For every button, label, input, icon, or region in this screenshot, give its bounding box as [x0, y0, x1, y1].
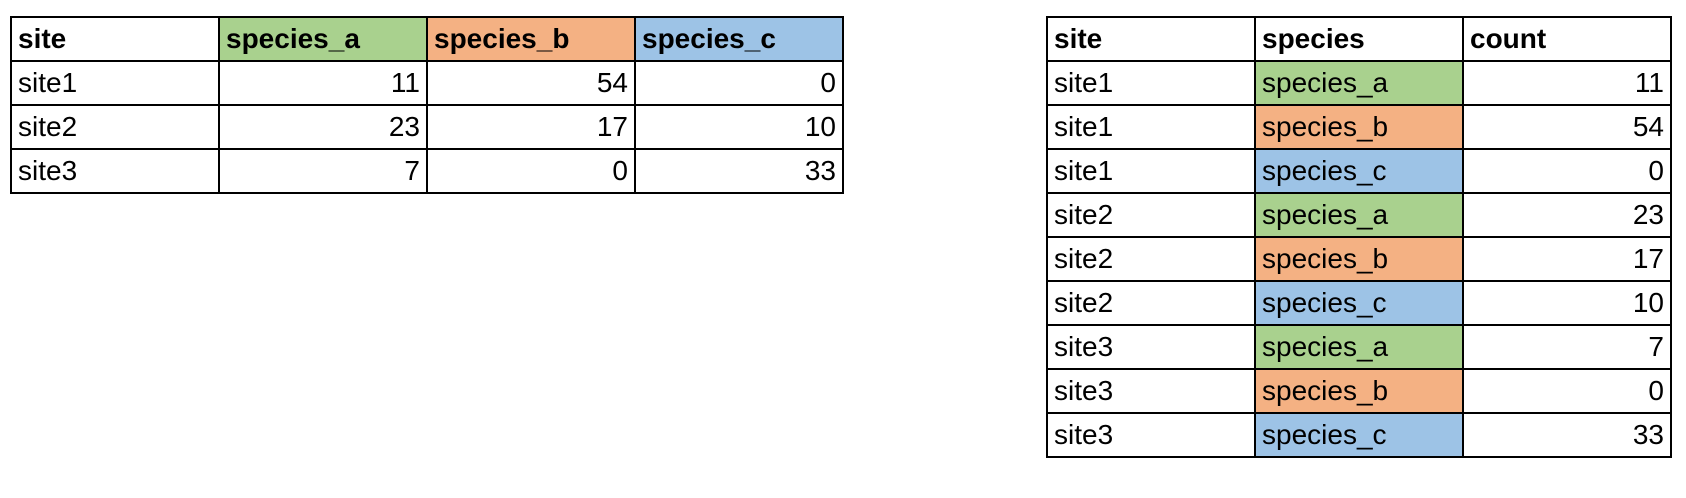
long-cell-site: site2 — [1046, 236, 1256, 282]
wide-cell-value: 17 — [426, 104, 636, 150]
long-cell-species: species_b — [1254, 368, 1464, 414]
wide-cell-value: 23 — [218, 104, 428, 150]
long-cell-species: species_a — [1254, 192, 1464, 238]
wide-table-row: site3 7 0 33 — [10, 148, 844, 194]
long-cell-count: 11 — [1462, 60, 1672, 106]
long-cell-site: site1 — [1046, 104, 1256, 150]
wide-cell-value: 0 — [634, 60, 844, 106]
long-cell-count: 0 — [1462, 148, 1672, 194]
wide-cell-value: 54 — [426, 60, 636, 106]
wide-header-site: site — [10, 16, 220, 62]
long-cell-count: 10 — [1462, 280, 1672, 326]
wide-table-header-row: site species_a species_b species_c — [10, 16, 844, 62]
long-cell-species: species_a — [1254, 60, 1464, 106]
long-table-row: site3 species_b 0 — [1046, 368, 1672, 414]
wide-header-species-a: species_a — [218, 16, 428, 62]
long-cell-site: site1 — [1046, 60, 1256, 106]
long-cell-site: site3 — [1046, 368, 1256, 414]
long-cell-species: species_b — [1254, 104, 1464, 150]
long-header-count: count — [1462, 16, 1672, 62]
long-cell-species: species_a — [1254, 324, 1464, 370]
long-cell-site: site1 — [1046, 148, 1256, 194]
long-table-header-row: site species count — [1046, 16, 1672, 62]
long-table: site species count site1 species_a 11 si… — [1046, 16, 1672, 458]
long-table-row: site1 species_a 11 — [1046, 60, 1672, 106]
wide-cell-value: 33 — [634, 148, 844, 194]
wide-cell-value: 11 — [218, 60, 428, 106]
wide-cell-site: site2 — [10, 104, 220, 150]
long-table-row: site3 species_c 33 — [1046, 412, 1672, 458]
wide-header-species-c: species_c — [634, 16, 844, 62]
long-cell-species: species_b — [1254, 236, 1464, 282]
long-cell-species: species_c — [1254, 412, 1464, 458]
long-cell-site: site2 — [1046, 192, 1256, 238]
long-cell-count: 7 — [1462, 324, 1672, 370]
wide-cell-value: 10 — [634, 104, 844, 150]
wide-cell-site: site1 — [10, 60, 220, 106]
long-header-site: site — [1046, 16, 1256, 62]
long-cell-count: 0 — [1462, 368, 1672, 414]
long-table-row: site1 species_c 0 — [1046, 148, 1672, 194]
long-cell-site: site3 — [1046, 324, 1256, 370]
wide-cell-value: 0 — [426, 148, 636, 194]
wide-cell-value: 7 — [218, 148, 428, 194]
wide-header-species-b: species_b — [426, 16, 636, 62]
long-table-row: site2 species_a 23 — [1046, 192, 1672, 238]
long-table-row: site2 species_b 17 — [1046, 236, 1672, 282]
long-cell-species: species_c — [1254, 148, 1464, 194]
long-table-row: site2 species_c 10 — [1046, 280, 1672, 326]
wide-table-row: site2 23 17 10 — [10, 104, 844, 150]
long-cell-count: 23 — [1462, 192, 1672, 238]
long-cell-species: species_c — [1254, 280, 1464, 326]
long-cell-site: site3 — [1046, 412, 1256, 458]
long-table-row: site3 species_a 7 — [1046, 324, 1672, 370]
wide-cell-site: site3 — [10, 148, 220, 194]
long-cell-count: 17 — [1462, 236, 1672, 282]
long-header-species: species — [1254, 16, 1464, 62]
wide-table-row: site1 11 54 0 — [10, 60, 844, 106]
long-cell-count: 33 — [1462, 412, 1672, 458]
long-table-row: site1 species_b 54 — [1046, 104, 1672, 150]
long-cell-site: site2 — [1046, 280, 1256, 326]
long-cell-count: 54 — [1462, 104, 1672, 150]
wide-table: site species_a species_b species_c site1… — [10, 16, 844, 194]
